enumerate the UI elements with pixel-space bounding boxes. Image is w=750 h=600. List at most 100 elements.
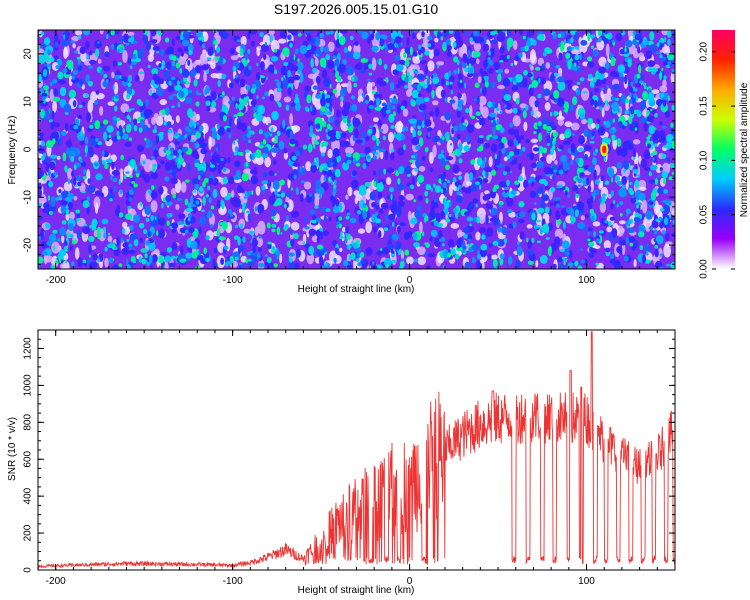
heatmap-cell — [478, 227, 487, 234]
heatmap-cell — [575, 157, 580, 163]
heatmap-cell — [265, 76, 269, 81]
heatmap-cell — [129, 65, 133, 70]
heatmap-cell — [571, 96, 578, 106]
heatmap-cell — [410, 98, 414, 105]
heatmap-cell — [369, 30, 373, 35]
heatmap-cell — [292, 74, 301, 81]
heatmap-cell — [187, 213, 192, 219]
heatmap-cell — [315, 135, 320, 140]
heatmap-cell — [499, 253, 505, 259]
heatmap-cell — [499, 127, 505, 134]
heatmap-cell — [606, 84, 610, 89]
heatmap-cell — [632, 88, 638, 92]
heatmap-cell — [116, 117, 121, 122]
heatmap-cell — [67, 139, 73, 150]
heatmap-cell — [577, 222, 586, 229]
heatmap-cell — [415, 96, 424, 106]
heatmap-cell — [294, 48, 299, 55]
heatmap-cell — [375, 204, 380, 211]
heatmap-cell — [273, 48, 278, 53]
heatmap-cell — [347, 186, 353, 197]
heatmap-cell — [539, 254, 548, 264]
heatmap-cell — [70, 40, 75, 44]
heatmap-cell — [346, 212, 351, 216]
heatmap-cell — [166, 61, 172, 71]
heatmap-cell — [113, 82, 119, 95]
heatmap-cell — [274, 189, 278, 196]
heatmap-x-ticks: -200 -100 0 100 — [37, 30, 676, 286]
heatmap-cell — [512, 190, 517, 195]
heatmap-cell — [560, 154, 568, 163]
heatmap-cell — [626, 225, 629, 229]
heatmap-cell — [184, 229, 189, 234]
heatmap-cell — [438, 178, 442, 184]
heatmap-cell — [139, 201, 143, 207]
heatmap-cell — [38, 202, 43, 208]
heatmap-cell — [655, 235, 664, 245]
heatmap-cell — [328, 176, 332, 183]
heatmap-cell — [235, 138, 239, 142]
heatmap-cell — [467, 233, 473, 241]
heatmap-cell — [472, 72, 479, 77]
heatmap-cell — [369, 57, 373, 62]
heatmap-cell — [133, 183, 138, 188]
heatmap-cell — [247, 260, 255, 267]
heatmap-cell — [153, 184, 157, 189]
heatmap-cell — [99, 30, 104, 35]
heatmap-cell — [391, 38, 395, 45]
heatmap-cell — [102, 159, 106, 165]
heatmap-cell — [41, 96, 47, 100]
heatmap-cell — [77, 58, 81, 65]
y-tick-label: 20 — [23, 48, 34, 60]
heatmap-cell — [88, 50, 93, 56]
heatmap-cell — [48, 181, 54, 188]
heatmap-cell — [243, 228, 251, 234]
heatmap-cell — [304, 85, 311, 92]
heatmap-cell — [248, 139, 251, 144]
heatmap-cell — [663, 37, 667, 43]
heatmap-cell — [475, 111, 481, 117]
heatmap-cell — [311, 219, 315, 223]
heatmap-cell — [371, 91, 377, 94]
heatmap-cell — [151, 30, 157, 37]
heatmap-cell — [557, 81, 566, 91]
heatmap-cell — [480, 243, 488, 251]
heatmap-cell — [339, 235, 345, 240]
heatmap-cell — [376, 223, 382, 228]
heatmap-cell — [348, 255, 353, 260]
heatmap-cell — [385, 109, 391, 114]
heatmap-cell — [274, 69, 278, 75]
heatmap-cell — [240, 223, 244, 230]
heatmap-cell — [287, 86, 292, 96]
heatmap-cell — [598, 66, 607, 74]
heatmap-cell — [587, 32, 591, 42]
heatmap-cell — [249, 130, 253, 135]
heatmap-cell — [204, 177, 209, 183]
heatmap-cell — [145, 98, 149, 107]
heatmap-cell — [332, 88, 338, 94]
heatmap-cell — [313, 157, 317, 162]
heatmap-cell — [337, 63, 346, 74]
heatmap-cell — [609, 253, 615, 259]
heatmap-cell — [613, 72, 620, 78]
heatmap-cell — [408, 79, 411, 84]
heatmap-cell — [571, 46, 575, 51]
heatmap-cell — [449, 81, 453, 85]
heatmap-cell — [185, 207, 194, 213]
heatmap-cell — [527, 240, 533, 249]
heatmap-cell — [391, 259, 396, 264]
heatmap-cell — [145, 138, 150, 145]
heatmap-cell — [547, 48, 553, 54]
heatmap-cell — [208, 197, 212, 204]
heatmap-cell — [357, 228, 366, 234]
heatmap-cell — [645, 210, 653, 220]
heatmap-cell — [601, 195, 606, 203]
heatmap-cell — [118, 124, 122, 135]
heatmap-cell — [75, 209, 81, 214]
heatmap-cell — [211, 129, 218, 140]
heatmap-cell — [82, 101, 86, 106]
heatmap-cell — [624, 47, 627, 53]
heatmap-cell — [102, 65, 111, 72]
heatmap-cell — [218, 56, 224, 66]
heatmap-cell — [666, 157, 671, 163]
